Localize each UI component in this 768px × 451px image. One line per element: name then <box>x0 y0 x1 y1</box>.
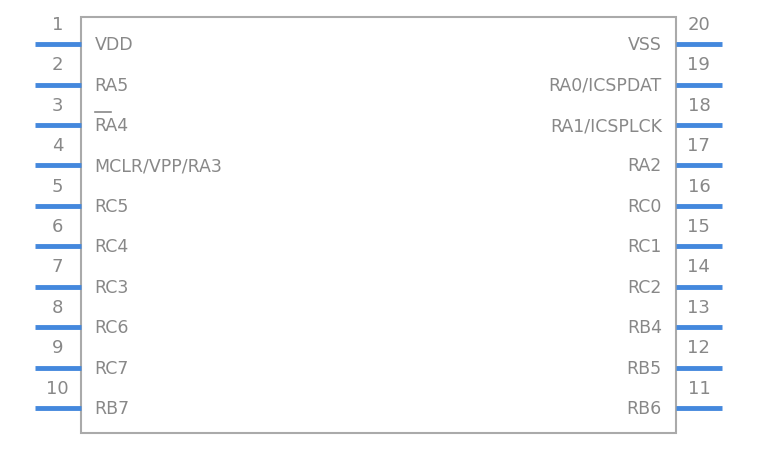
Text: RC3: RC3 <box>94 278 129 296</box>
Text: 6: 6 <box>52 217 63 235</box>
Text: RB6: RB6 <box>627 399 662 417</box>
Text: 2: 2 <box>52 56 63 74</box>
Text: RC1: RC1 <box>627 238 662 256</box>
Text: 14: 14 <box>687 258 710 276</box>
Text: RC6: RC6 <box>94 318 129 336</box>
Text: 4: 4 <box>52 137 63 155</box>
Text: 20: 20 <box>687 16 710 34</box>
Text: 18: 18 <box>687 97 710 115</box>
Text: 16: 16 <box>687 177 710 195</box>
Text: 15: 15 <box>687 217 710 235</box>
Text: RC2: RC2 <box>627 278 662 296</box>
Text: RA5: RA5 <box>94 77 129 94</box>
Text: 13: 13 <box>687 298 710 316</box>
Text: 12: 12 <box>687 339 710 357</box>
Text: RA2: RA2 <box>627 157 662 175</box>
Text: MCLR/VPP/RA3: MCLR/VPP/RA3 <box>94 157 223 175</box>
Bar <box>81 18 676 433</box>
Text: VDD: VDD <box>94 36 134 54</box>
Text: RA4: RA4 <box>94 117 129 135</box>
Text: 19: 19 <box>687 56 710 74</box>
Text: RB5: RB5 <box>627 359 662 377</box>
Text: RC4: RC4 <box>94 238 129 256</box>
Text: 1: 1 <box>52 16 63 34</box>
Text: VSS: VSS <box>628 36 662 54</box>
Text: 7: 7 <box>52 258 63 276</box>
Text: 5: 5 <box>52 177 63 195</box>
Text: 11: 11 <box>687 379 710 397</box>
Text: RB4: RB4 <box>627 318 662 336</box>
Text: RA1/ICSPLCK: RA1/ICSPLCK <box>550 117 662 135</box>
Text: RC7: RC7 <box>94 359 129 377</box>
Text: 8: 8 <box>52 298 63 316</box>
Text: RC0: RC0 <box>627 198 662 216</box>
Text: 3: 3 <box>52 97 63 115</box>
Text: 9: 9 <box>52 339 63 357</box>
Text: 10: 10 <box>46 379 69 397</box>
Text: RA0/ICSPDAT: RA0/ICSPDAT <box>548 77 662 94</box>
Text: 17: 17 <box>687 137 710 155</box>
Text: RB7: RB7 <box>94 399 130 417</box>
Text: RC5: RC5 <box>94 198 129 216</box>
